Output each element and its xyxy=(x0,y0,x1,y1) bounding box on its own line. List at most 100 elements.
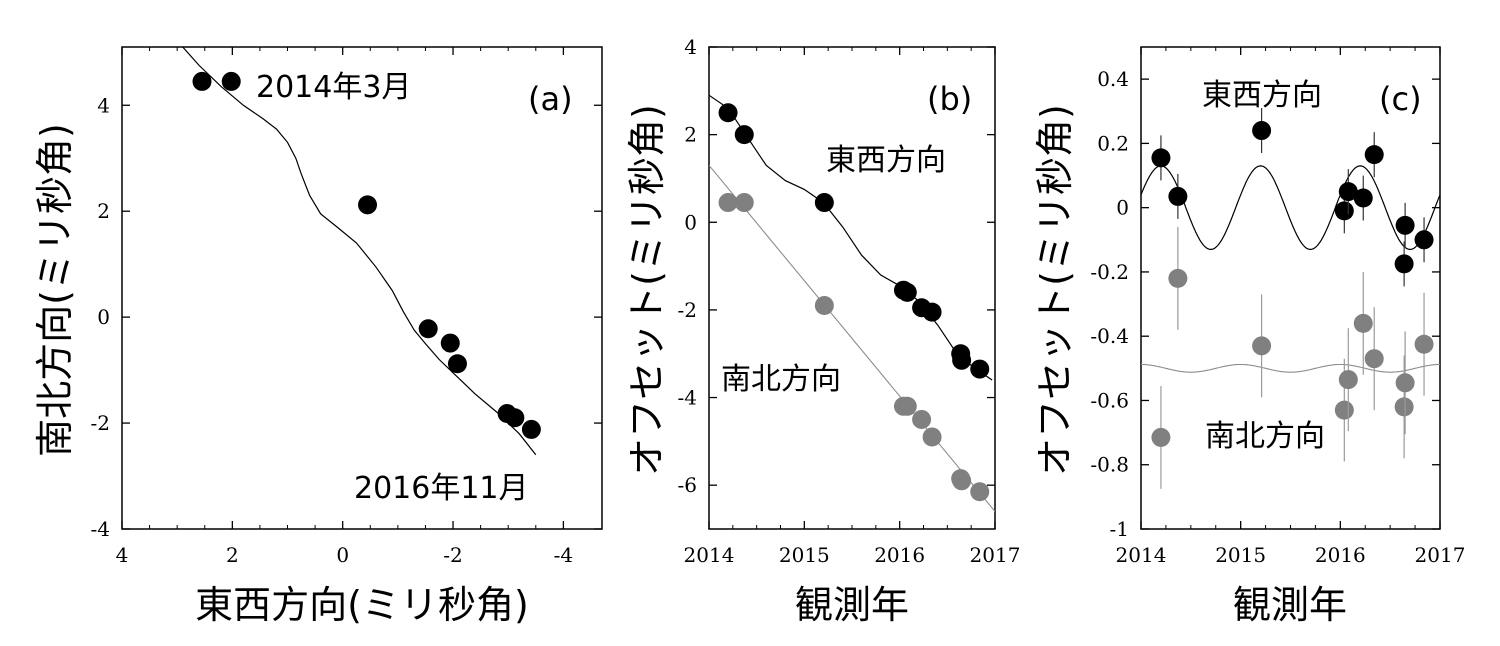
data-point xyxy=(521,419,541,439)
y-tick-label: 0.2 xyxy=(1097,131,1129,155)
x-tick-label: 2017 xyxy=(970,543,1021,567)
panel-c-model-curves xyxy=(1141,165,1440,373)
data-point-ew xyxy=(1364,145,1384,165)
y-tick-label: 4 xyxy=(97,93,110,117)
panel-b-series-ew-label: 東西方向 xyxy=(826,143,946,178)
data-point-ns xyxy=(1252,336,1272,356)
data-point-ew xyxy=(922,302,942,322)
data-point-ns xyxy=(814,296,834,316)
y-tick-label: -4 xyxy=(91,517,110,541)
panel-a-model-curve xyxy=(182,47,537,456)
panel-a-points xyxy=(192,71,541,439)
panel-a-label: (a) xyxy=(528,80,573,118)
data-point-ns xyxy=(1168,268,1188,288)
panel-b-series-ns-label: 南北方向 xyxy=(721,362,841,397)
panel-b-points xyxy=(718,103,990,502)
x-tick-label: 2015 xyxy=(1215,543,1266,567)
x-tick-label: 2015 xyxy=(779,543,830,567)
panel-b-ylabel: オフセット(ミリ秒角) xyxy=(625,104,669,476)
panel-c-ylabel: オフセット(ミリ秒角) xyxy=(1033,104,1077,476)
y-tick-label: -2 xyxy=(91,411,110,435)
data-point-ns xyxy=(912,409,932,429)
panel-c-ticks: 2014 2015 2016 2017 0.4 0.2 0 -0.2 -0.4 -0.6 -0.8 -… xyxy=(1090,47,1465,567)
panel-c-label: (c) xyxy=(1379,80,1422,118)
data-point-ns xyxy=(1334,400,1354,420)
panel-c-series-ew-label: 東西方向 xyxy=(1202,78,1322,113)
data-point-ew xyxy=(1338,182,1358,202)
data-point-ew xyxy=(1394,254,1414,274)
data-point xyxy=(418,319,438,339)
y-tick-label: -0.8 xyxy=(1090,453,1129,477)
data-point-ns xyxy=(718,193,738,213)
model-orbit-curve xyxy=(182,47,537,456)
y-tick-label: -1 xyxy=(1110,517,1129,541)
data-point-ew xyxy=(970,359,990,379)
data-point xyxy=(505,408,525,428)
panel-b-frame xyxy=(708,46,996,530)
data-point xyxy=(221,71,241,91)
panel-c: 2014 2015 2016 2017 0.4 0.2 0 -0.2 -0.4 -0.6 -0.8 -… xyxy=(1033,46,1465,627)
x-tick-label: 0 xyxy=(336,543,349,567)
data-point xyxy=(192,71,212,91)
panel-a-ylabel: 南北方向(ミリ秒角) xyxy=(33,123,77,457)
y-tick-label: 0 xyxy=(1116,196,1129,220)
data-point-ew xyxy=(1151,148,1171,168)
y-tick-label: 2 xyxy=(97,199,110,223)
data-point-ns xyxy=(1353,313,1373,333)
panel-c-frame xyxy=(1140,46,1441,530)
data-point-ew xyxy=(734,125,754,145)
annotation-end-date: 2016年11月 xyxy=(354,471,529,506)
model-curve-ns xyxy=(709,164,995,512)
annotation-start-date: 2014年3月 xyxy=(256,70,411,105)
panel-c-xlabel: 観測年 xyxy=(1233,583,1347,627)
x-tick-label: 2 xyxy=(226,543,239,567)
data-point-ew xyxy=(1252,121,1272,141)
panel-c-points xyxy=(1151,108,1434,489)
y-tick-label: 4 xyxy=(684,35,697,59)
data-point-ns xyxy=(922,427,942,447)
x-tick-label: 2017 xyxy=(1415,543,1466,567)
data-point-ns xyxy=(952,471,972,491)
data-point-ns xyxy=(1151,427,1171,447)
y-tick-label: -2 xyxy=(678,298,697,322)
x-tick-label: 2014 xyxy=(684,543,735,567)
data-point xyxy=(447,354,467,374)
y-tick-label: -4 xyxy=(678,386,697,410)
y-tick-label: -0.4 xyxy=(1090,324,1129,348)
data-point-ns xyxy=(897,396,917,416)
data-point-ew xyxy=(1414,230,1434,250)
data-point-ns xyxy=(734,193,754,213)
y-tick-label: 0 xyxy=(97,305,110,329)
data-point xyxy=(358,195,378,215)
data-point-ns xyxy=(1394,397,1414,417)
y-tick-label: 0 xyxy=(684,210,697,234)
data-point xyxy=(440,333,460,353)
data-point-ew xyxy=(1334,201,1354,221)
x-tick-label: -2 xyxy=(443,543,462,567)
data-point-ew xyxy=(1395,215,1415,235)
panel-c-series-ns-label: 南北方向 xyxy=(1205,419,1325,454)
data-point-ns xyxy=(1338,370,1358,390)
x-tick-label: 2014 xyxy=(1116,543,1167,567)
x-tick-label: -4 xyxy=(554,543,573,567)
model-curve-ns xyxy=(1141,363,1440,373)
data-point-ew xyxy=(952,350,972,370)
y-tick-label: -0.2 xyxy=(1090,260,1129,284)
x-tick-label: 2016 xyxy=(1315,543,1366,567)
data-point-ew xyxy=(814,193,834,213)
data-point-ew xyxy=(897,282,917,302)
data-point-ew xyxy=(718,103,738,123)
y-tick-label: -0.6 xyxy=(1090,388,1129,412)
data-point-ew xyxy=(1353,188,1373,208)
panel-b-xlabel: 観測年 xyxy=(795,583,909,627)
panel-a-xlabel: 東西方向(ミリ秒角) xyxy=(195,583,529,627)
panel-b-label: (b) xyxy=(927,80,972,118)
panel-a-frame xyxy=(121,46,603,530)
y-tick-label: 0.4 xyxy=(1097,67,1129,91)
x-tick-label: 4 xyxy=(116,543,129,567)
model-curve-ew xyxy=(1141,165,1440,250)
data-point-ns xyxy=(1414,334,1434,354)
